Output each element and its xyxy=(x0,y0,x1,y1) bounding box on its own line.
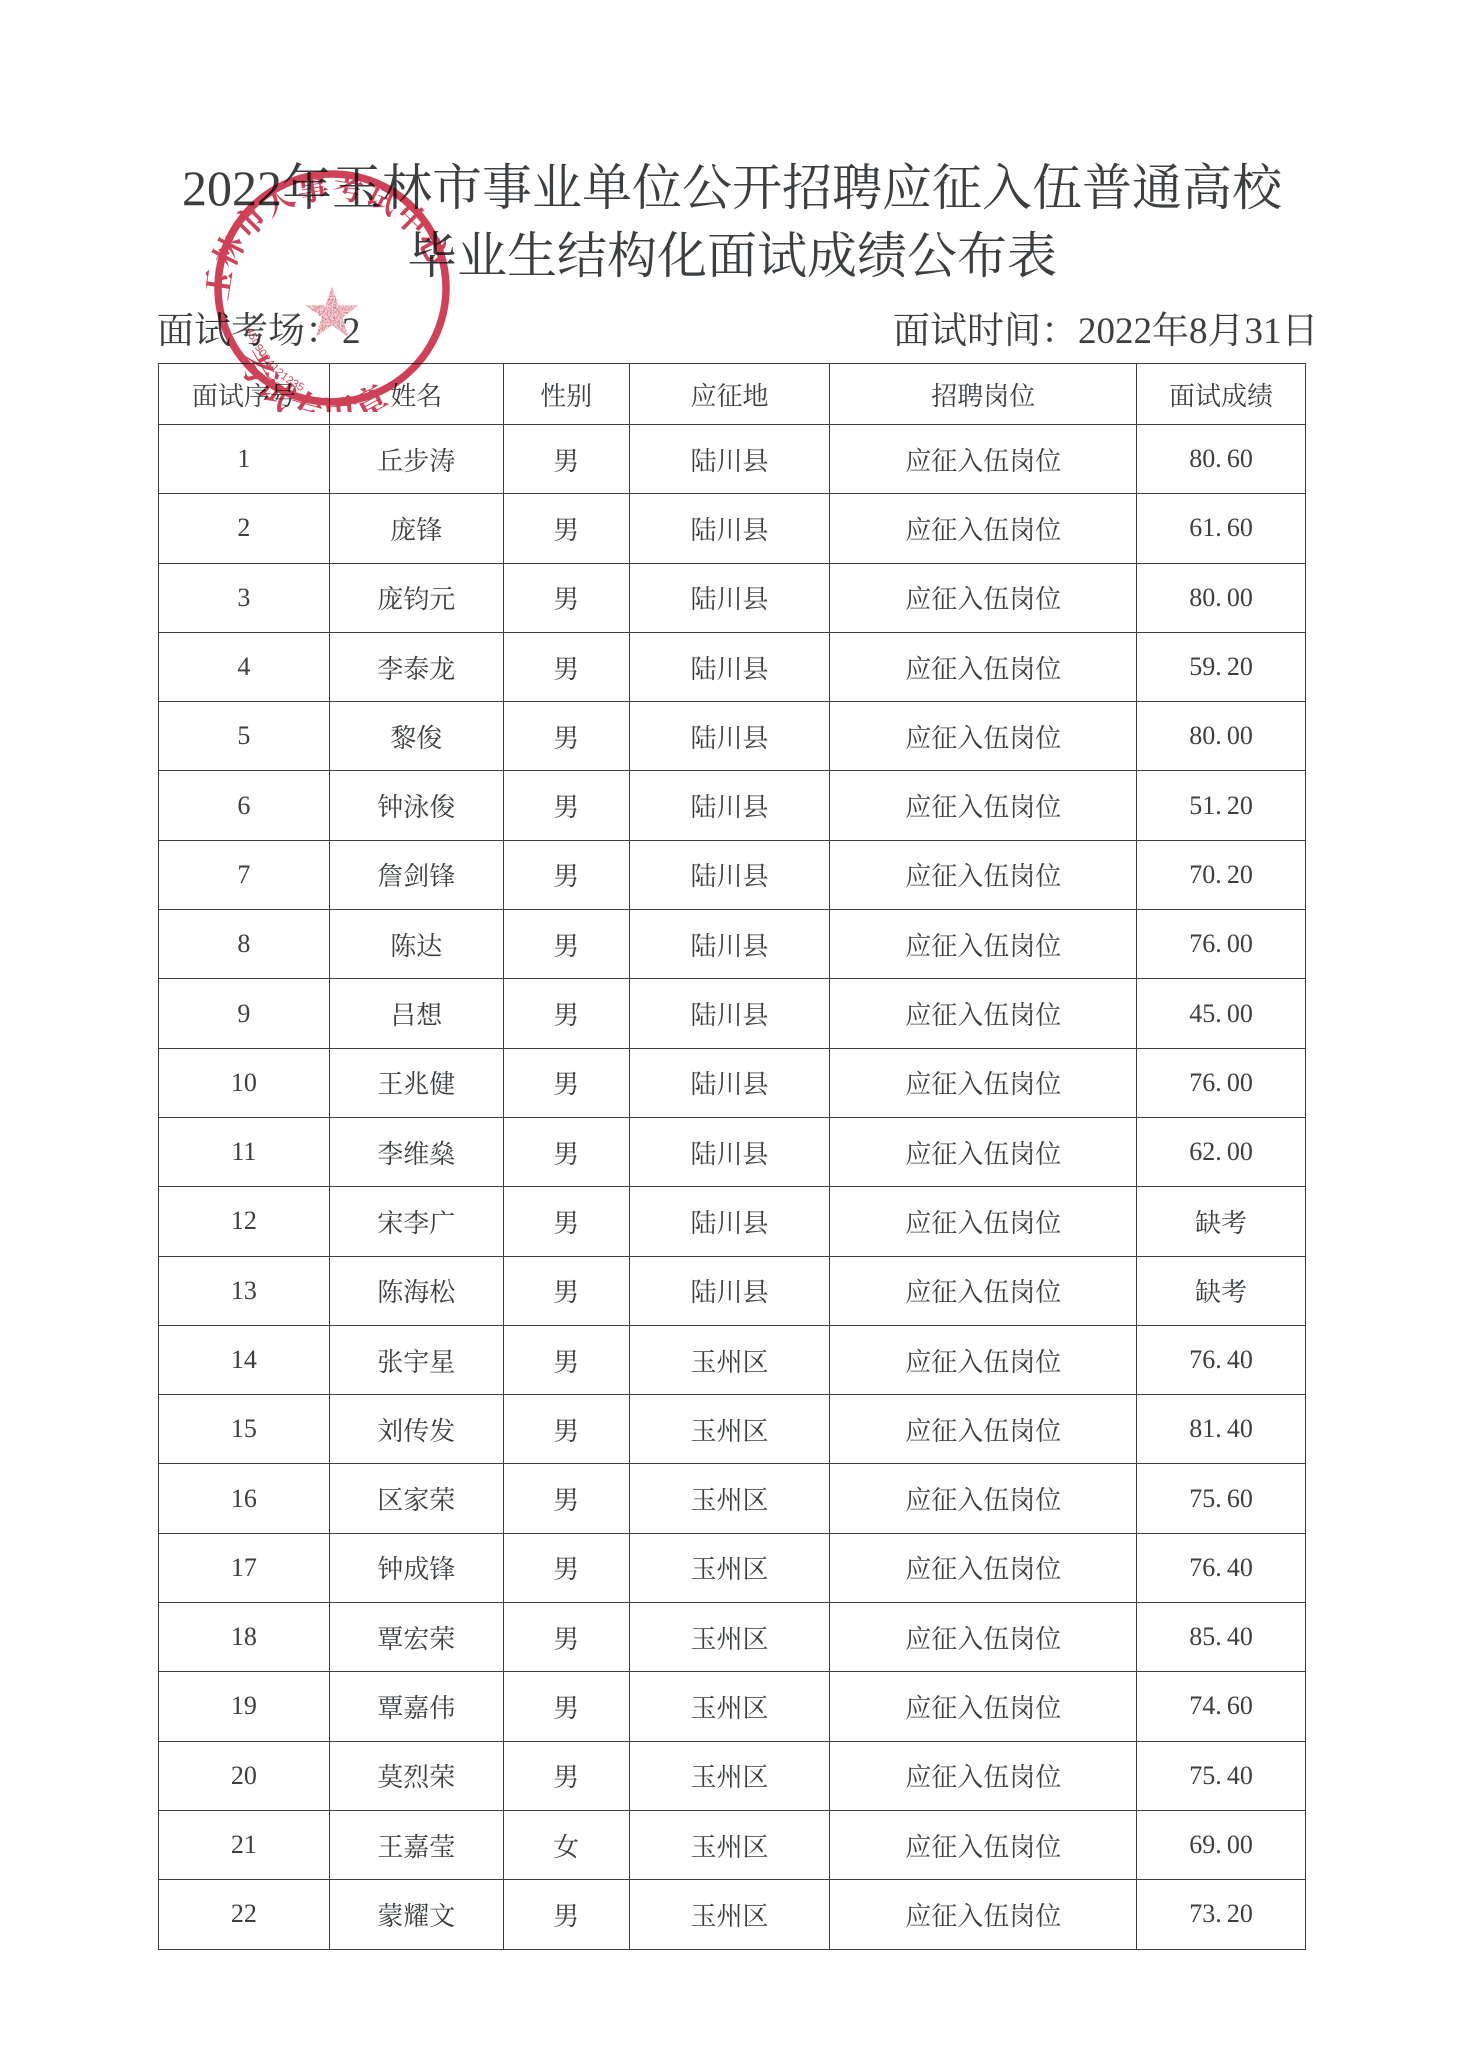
svg-text:玉林市人事考试中心: 玉林市人事考试中心 xyxy=(206,164,458,303)
